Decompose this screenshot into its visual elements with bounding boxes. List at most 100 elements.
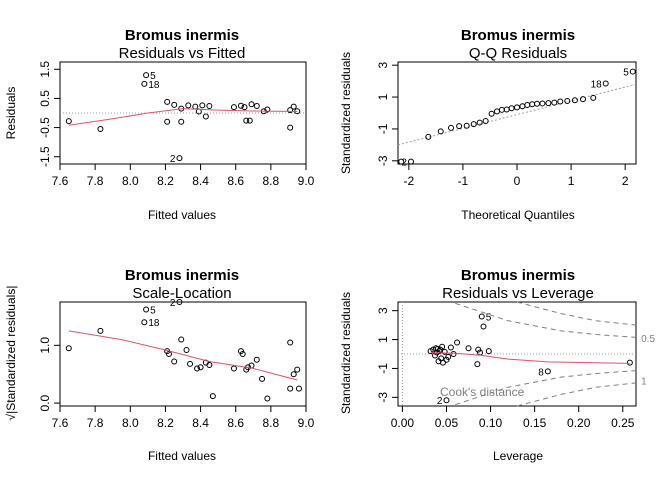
panel1-ytick-label: -1.5 (38, 146, 52, 167)
panel2-qq-line (397, 83, 637, 146)
panel4-point (445, 353, 452, 360)
panel1-point (171, 101, 178, 108)
panel3-point-label: 2 (170, 298, 176, 309)
panel2-point-label: 2 (401, 158, 407, 169)
panel1-xlabel: Fitted values (148, 208, 216, 222)
cooks-distance-contour (516, 382, 637, 407)
panel2-xtick-label: -2 (403, 174, 414, 188)
panel3-ylabel: √|Standardized residuals| (4, 286, 18, 421)
panel1-point (97, 126, 104, 133)
panel1-point-label: 5 (150, 71, 156, 82)
panel4-point (544, 368, 551, 375)
panel2-point (482, 117, 489, 124)
panel3-point (287, 339, 294, 346)
panel3-point (197, 364, 204, 371)
panel2-point (448, 124, 455, 131)
panel3-point (65, 345, 72, 352)
panel3-point (259, 375, 266, 382)
panel-residuals-vs-fitted: Bromus inermis Residuals vs Fitted Fitte… (4, 27, 315, 222)
panel1-point (185, 102, 192, 109)
panel3-point (287, 385, 294, 392)
panel1-point (264, 106, 271, 113)
panel1-ytick-label: 0.5 (38, 90, 52, 107)
panel3-point (171, 358, 178, 365)
panel3-xlabel: Fitted values (148, 449, 216, 463)
panel3-point (239, 351, 246, 357)
panel1-point (199, 102, 206, 109)
panel2-point (579, 96, 586, 103)
panel2-point (545, 100, 552, 107)
panel1-xtick-label: 9.0 (298, 174, 315, 188)
panel4-xtick-label: 0.15 (523, 416, 547, 430)
panel2-point (557, 98, 564, 105)
panel2-point (488, 110, 495, 117)
panel4-xtick-label: 0.10 (479, 416, 503, 430)
panel2-point (503, 106, 510, 113)
panel-residuals-vs-leverage: Bromus inermis Residuals vs Leverage Lev… (339, 267, 655, 463)
panel1-point (290, 103, 297, 110)
panel3-xtick-label: 8.6 (227, 416, 244, 430)
panel3-point (176, 299, 183, 305)
panel1-point (141, 80, 148, 87)
panel1-xtick-label: 7.6 (52, 174, 69, 188)
panel1-point (287, 107, 294, 114)
cooks-distance-caption: Cook's distance (440, 385, 525, 399)
panel1-point (206, 103, 213, 110)
panel3-point (290, 371, 297, 378)
panel2-xtick-label: 2 (622, 174, 629, 188)
panel4-point (443, 397, 450, 404)
panel1-title: Bromus inermis (125, 27, 239, 44)
panel4-xtick-label: 0.25 (611, 416, 635, 430)
panel1-point (243, 117, 250, 124)
panel4-xtick-label: 0.20 (567, 416, 591, 430)
panel4-ylabel: Standardized residuals (339, 292, 353, 414)
cooks-contour-label: 1 (641, 377, 647, 388)
panel4-xlabel: Leverage (493, 449, 543, 463)
panel4-ytick-label: 1 (376, 336, 390, 343)
panel2-point (519, 103, 526, 110)
panel1-point (230, 104, 237, 111)
panel4-point (480, 323, 487, 330)
panel4-point (447, 344, 454, 351)
panel4-point (450, 351, 457, 357)
panel1-point-label: 2 (170, 154, 176, 165)
panel1-point-label: 18 (148, 80, 160, 91)
panel3-point (165, 351, 172, 357)
panel3-ytick-label: 1.0 (38, 337, 52, 354)
panel2-point (407, 158, 414, 165)
panel2-point (529, 101, 536, 108)
panel1-ylabel: Residuals (4, 87, 18, 140)
panel3-point-label: 5 (150, 306, 156, 317)
panel3-point (264, 395, 271, 402)
panel4-point (485, 348, 492, 355)
panel1-point (176, 155, 183, 162)
panel1-xtick-label: 8.2 (157, 174, 174, 188)
panel3-point-label: 18 (148, 318, 160, 329)
panel4-point-label: 2 (437, 396, 443, 407)
panel2-point (498, 106, 505, 113)
panel3-point (295, 385, 302, 392)
panel2-subtitle: Q-Q Residuals (469, 45, 567, 62)
panel1-subtitle: Residuals vs Fitted (119, 45, 246, 62)
panel3-point (230, 365, 237, 372)
panel1-xtick-label: 8.0 (122, 174, 139, 188)
panel2-point (508, 105, 515, 112)
panel2-point-label: 18 (591, 80, 603, 91)
cooks-distance-contour (516, 301, 637, 326)
panel2-point (524, 102, 531, 109)
panel1-point (237, 102, 244, 109)
panel1-point (246, 117, 253, 124)
panel1-point (287, 124, 294, 131)
panel2-point (425, 133, 432, 140)
panel4-point (474, 361, 481, 368)
panel4-point (626, 359, 633, 366)
panel4-subtitle: Residuals vs Leverage (442, 285, 594, 302)
panel2-point (564, 98, 571, 105)
panel2-ytick-label: -3 (376, 155, 390, 166)
panel3-point (194, 365, 201, 372)
panel2-point-label: 5 (623, 68, 629, 79)
panel2-point (437, 128, 444, 135)
panel3-point (253, 356, 260, 363)
panel2-point (590, 94, 597, 101)
